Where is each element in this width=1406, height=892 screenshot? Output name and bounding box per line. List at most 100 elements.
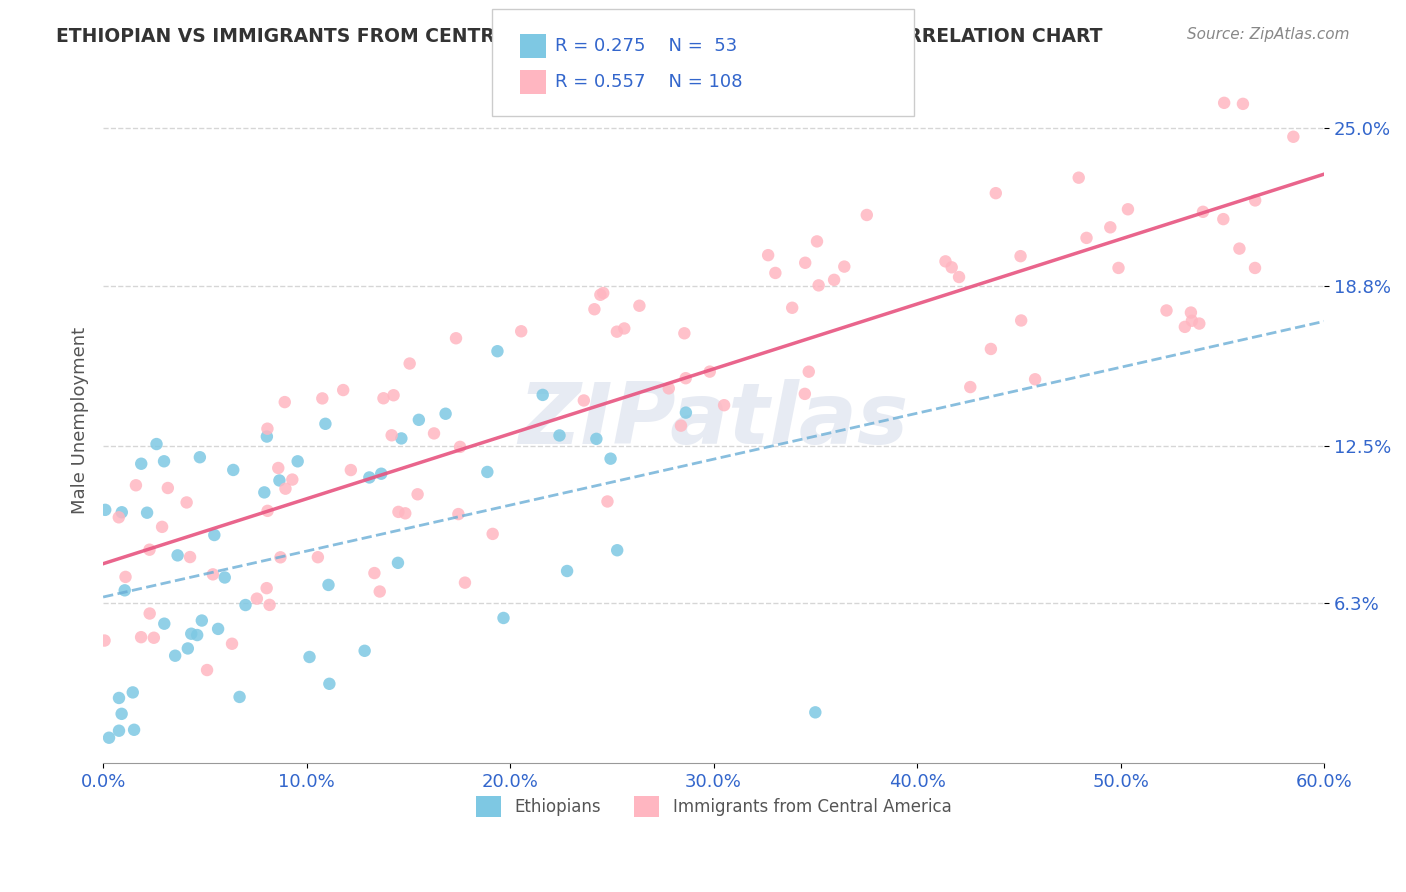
Point — [941, 260, 963, 275]
Text: ZIPatlas: ZIPatlas — [519, 379, 908, 462]
Point — [713, 398, 735, 412]
Text: R = 0.275    N =  53: R = 0.275 N = 53 — [555, 37, 738, 55]
Point — [274, 395, 297, 409]
Point — [246, 591, 269, 606]
Point — [1024, 372, 1046, 386]
Point — [583, 302, 606, 317]
Point — [108, 723, 131, 738]
Point — [373, 391, 395, 405]
Point — [1067, 170, 1090, 185]
Point — [153, 616, 176, 631]
Point — [934, 254, 956, 268]
Point — [201, 567, 224, 582]
Point — [165, 648, 187, 663]
Point — [221, 637, 243, 651]
Point — [592, 285, 614, 300]
Point — [314, 417, 336, 431]
Point — [177, 641, 200, 656]
Point — [107, 510, 129, 524]
Point — [477, 465, 499, 479]
Point — [1116, 202, 1139, 217]
Point — [363, 566, 385, 580]
Point — [214, 570, 236, 584]
Point — [188, 450, 211, 465]
Point — [1076, 231, 1098, 245]
Point — [267, 461, 290, 475]
Point — [675, 406, 697, 420]
Point — [108, 690, 131, 705]
Point — [256, 581, 278, 595]
Point — [93, 633, 115, 648]
Point — [145, 437, 167, 451]
Point — [122, 723, 145, 737]
Point — [454, 575, 477, 590]
Point — [222, 463, 245, 477]
Point — [959, 380, 981, 394]
Point — [98, 731, 121, 745]
Point — [1282, 129, 1305, 144]
Y-axis label: Male Unemployment: Male Unemployment — [72, 326, 89, 514]
Point — [763, 266, 786, 280]
Point — [138, 542, 160, 557]
Point — [256, 422, 278, 436]
Point — [486, 344, 509, 359]
Point — [382, 388, 405, 402]
Point — [114, 583, 136, 598]
Point — [1229, 242, 1251, 256]
Point — [756, 248, 779, 262]
Point — [572, 393, 595, 408]
Point — [793, 387, 815, 401]
Point — [585, 432, 607, 446]
Point — [699, 365, 721, 379]
Point — [673, 326, 696, 341]
Point — [129, 630, 152, 644]
Point — [1346, 95, 1368, 110]
Point — [176, 495, 198, 509]
Point — [156, 481, 179, 495]
Point — [797, 365, 820, 379]
Point — [1099, 220, 1122, 235]
Point — [311, 392, 333, 406]
Point — [444, 331, 467, 345]
Point — [318, 578, 340, 592]
Point — [1323, 237, 1346, 252]
Point — [1244, 194, 1267, 208]
Point — [613, 321, 636, 335]
Point — [1392, 122, 1406, 136]
Point — [1369, 179, 1392, 194]
Point — [281, 473, 304, 487]
Point — [228, 690, 250, 704]
Point — [980, 342, 1002, 356]
Point — [596, 494, 619, 508]
Point — [1393, 233, 1406, 247]
Point — [548, 428, 571, 442]
Point — [370, 467, 392, 481]
Point — [387, 556, 409, 570]
Point — [675, 371, 697, 385]
Point — [94, 503, 117, 517]
Point — [832, 260, 855, 274]
Point — [207, 622, 229, 636]
Point — [269, 550, 291, 565]
Point — [307, 550, 329, 565]
Point — [179, 549, 201, 564]
Point — [256, 504, 278, 518]
Point — [1232, 96, 1254, 111]
Point — [589, 287, 612, 301]
Point — [1393, 95, 1406, 110]
Point — [855, 208, 877, 222]
Point — [555, 564, 578, 578]
Point — [658, 381, 681, 395]
Point — [368, 584, 391, 599]
Point — [138, 607, 160, 621]
Point — [195, 663, 218, 677]
Point — [142, 631, 165, 645]
Point — [434, 407, 457, 421]
Point — [806, 235, 828, 249]
Point — [449, 440, 471, 454]
Point — [1108, 260, 1130, 275]
Point — [948, 270, 970, 285]
Point — [531, 388, 554, 402]
Point — [780, 301, 803, 315]
Point — [287, 454, 309, 468]
